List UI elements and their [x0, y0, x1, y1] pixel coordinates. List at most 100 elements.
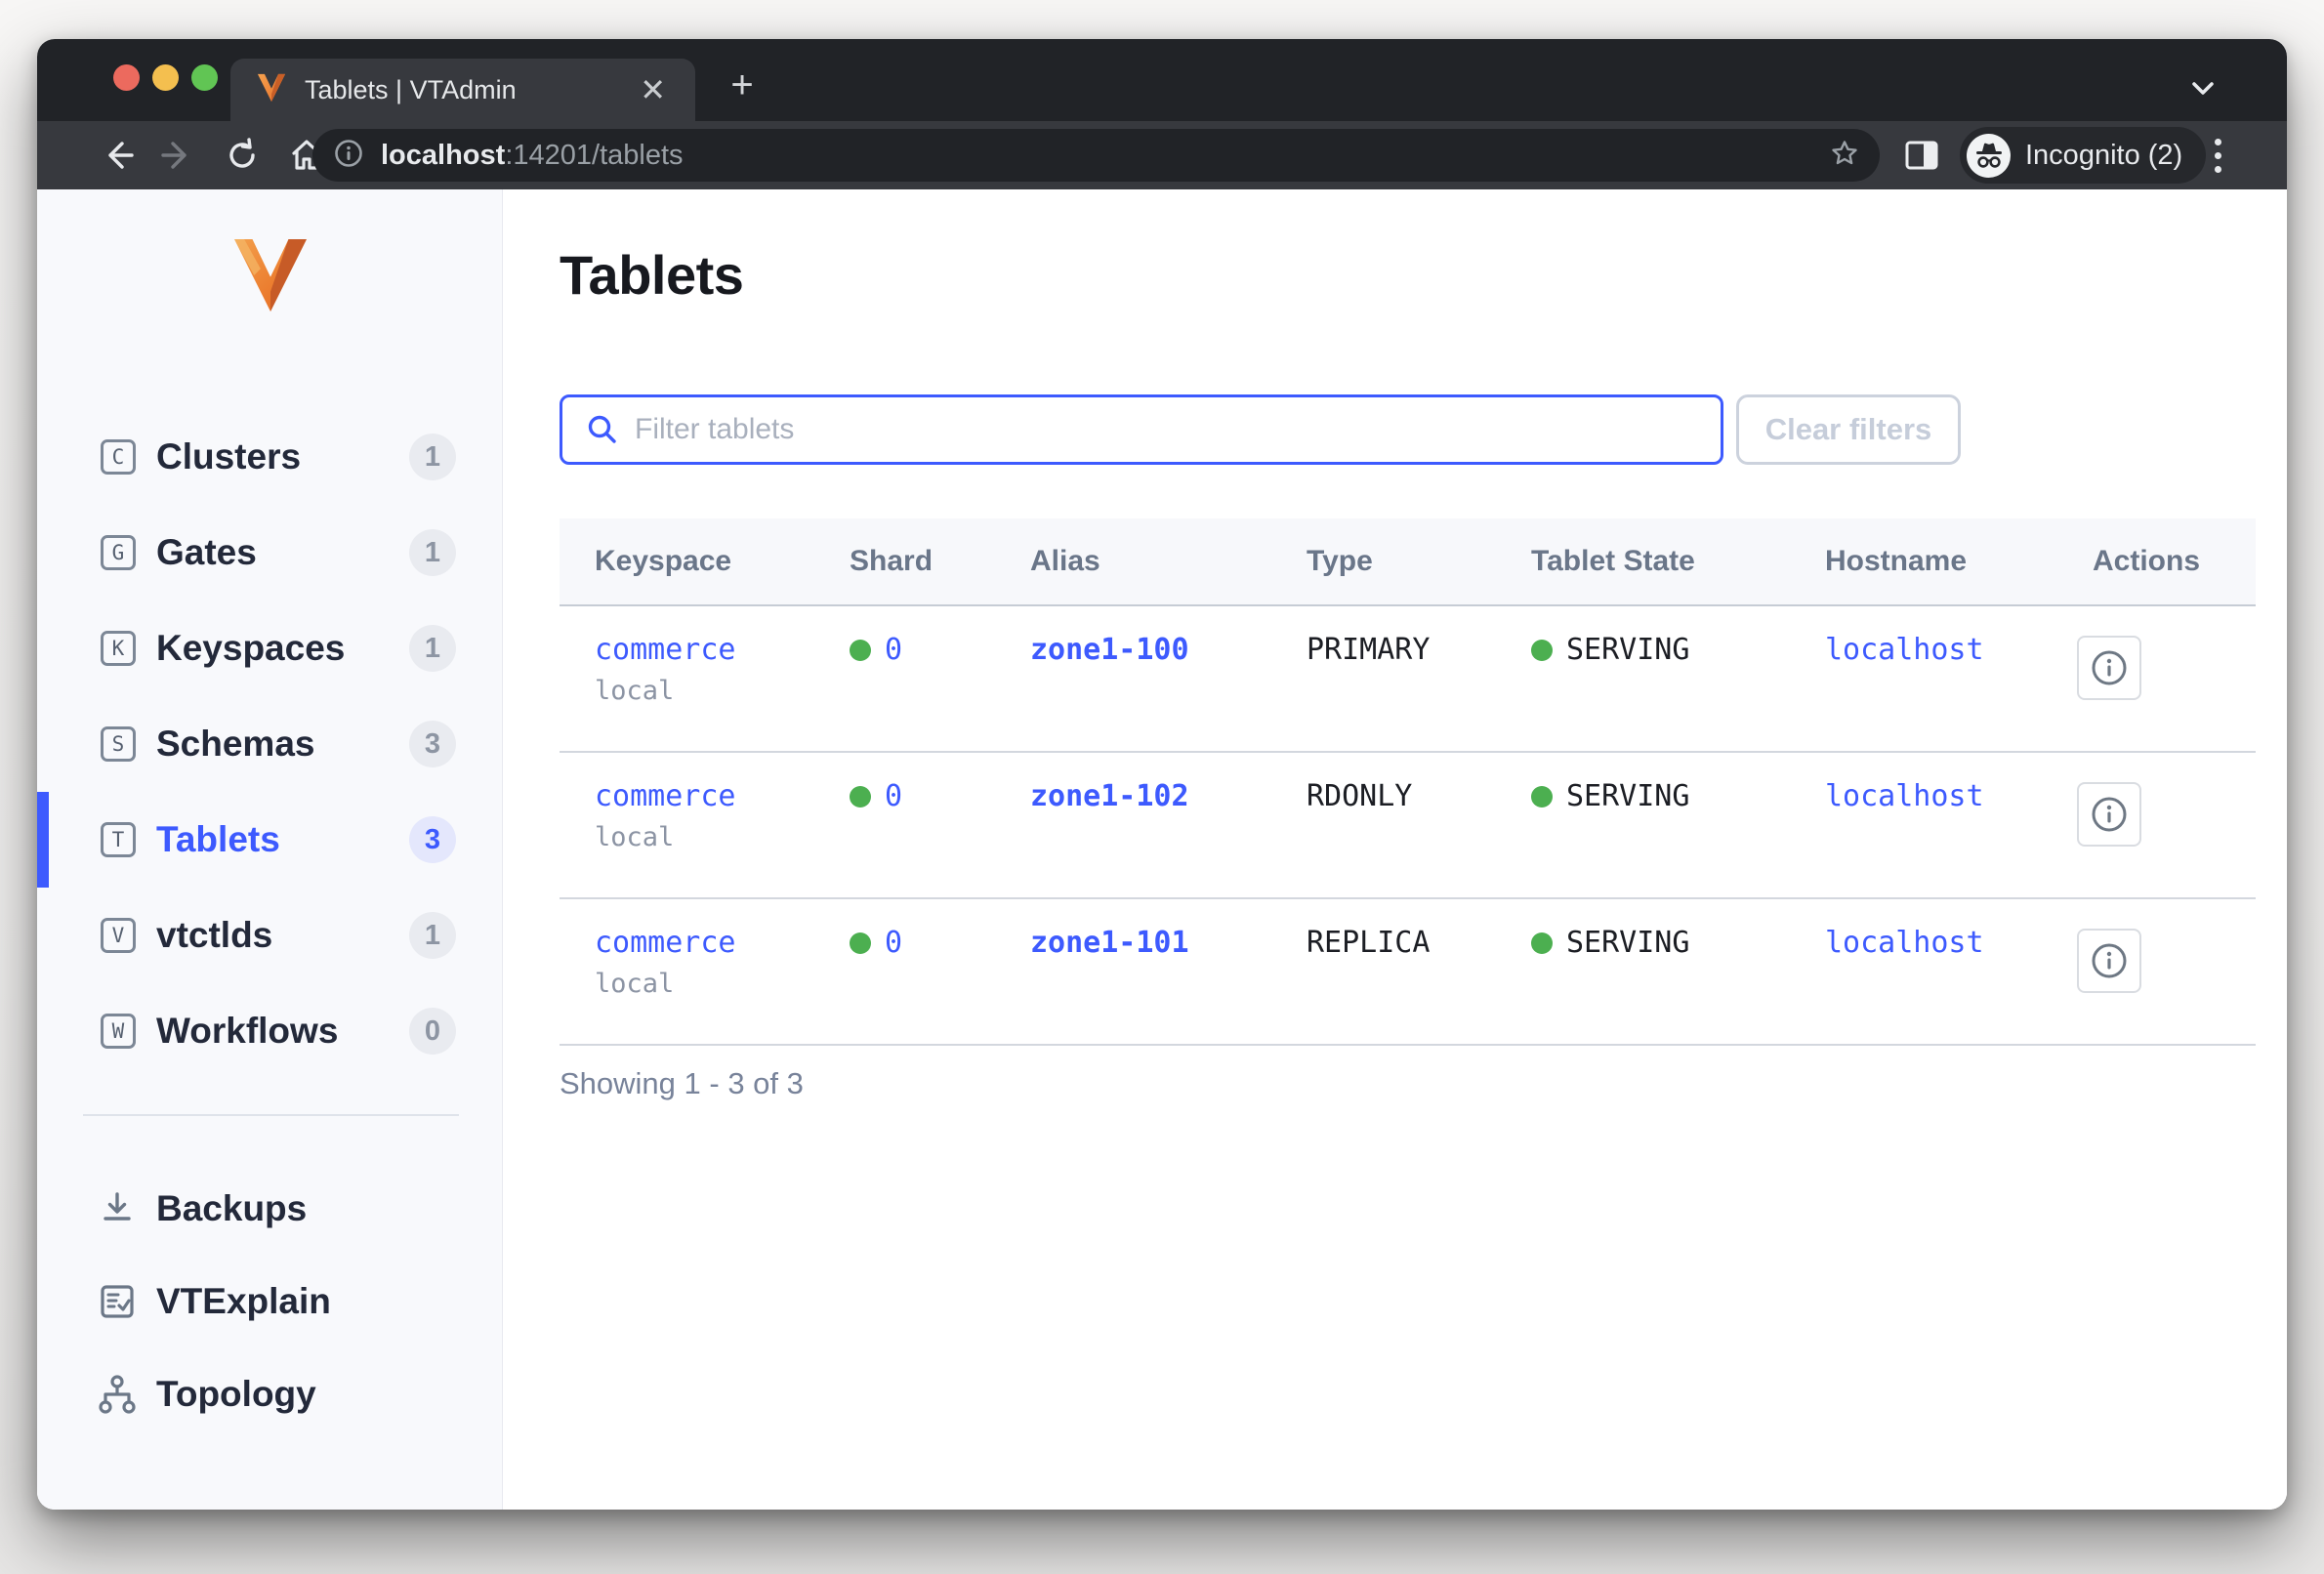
tab-bar: Tablets | VTAdmin ✕ +	[37, 39, 2287, 121]
count-badge: 1	[409, 434, 456, 480]
shard-link[interactable]: 0	[885, 926, 903, 960]
browser-window: Tablets | VTAdmin ✕ + localhost:14201/ta…	[37, 39, 2287, 1510]
column-header-type: Type	[1307, 545, 1373, 577]
tablet-state: SERVING	[1566, 633, 1690, 667]
reload-icon[interactable]	[221, 134, 264, 177]
serving-status-dot	[1531, 639, 1553, 661]
site-info-icon[interactable]	[334, 139, 363, 173]
zoom-window-button[interactable]	[191, 64, 218, 91]
incognito-icon	[1967, 133, 2011, 178]
shard-link[interactable]: 0	[885, 779, 903, 813]
tablet-alias-link[interactable]: zone1-101	[1030, 926, 1189, 960]
tablet-type: PRIMARY	[1307, 633, 1431, 667]
sidebar-item-vtexplain[interactable]: VTExplain	[37, 1255, 502, 1347]
sidebar-item-keyspaces[interactable]: K Keyspaces 1	[37, 601, 502, 696]
url-path: :14201/tablets	[505, 139, 684, 171]
cluster-name: local	[595, 676, 675, 706]
url-text: localhost:14201/tablets	[381, 140, 1829, 172]
tablet-type: REPLICA	[1307, 926, 1431, 960]
hostname-link[interactable]: localhost	[1825, 926, 1984, 960]
sidebar-item-topology[interactable]: Topology	[37, 1347, 502, 1440]
table-header: Keyspace Shard Alias Type Tablet State H…	[560, 518, 2256, 606]
browser-tab[interactable]: Tablets | VTAdmin ✕	[230, 59, 695, 121]
keyspaces-letter-icon: K	[101, 631, 136, 666]
column-header-alias: Alias	[1030, 545, 1100, 577]
tab-close-icon[interactable]: ✕	[640, 72, 666, 107]
close-window-button[interactable]	[113, 64, 140, 91]
results-count: Showing 1 - 3 of 3	[560, 1066, 804, 1100]
minimize-window-button[interactable]	[152, 64, 179, 91]
tablet-info-button[interactable]	[2077, 636, 2141, 700]
topology-icon	[96, 1373, 139, 1416]
vitess-logo	[229, 235, 311, 320]
sidebar-nav: C Clusters 1 G Gates 1 K Keyspaces 1 S S…	[37, 409, 502, 1079]
incognito-badge[interactable]: Incognito (2)	[1960, 127, 2207, 184]
serving-status-dot	[1531, 785, 1553, 808]
shard-status-dot	[850, 785, 871, 808]
column-header-hostname: Hostname	[1825, 545, 1968, 577]
sidebar-item-clusters[interactable]: C Clusters 1	[37, 409, 502, 505]
shard-link[interactable]: 0	[885, 633, 903, 667]
page-content: C Clusters 1 G Gates 1 K Keyspaces 1 S S…	[37, 189, 2287, 1510]
tablets-table: Keyspace Shard Alias Type Tablet State H…	[560, 518, 2256, 1046]
table-row: commerce local 0 zone1-102 RDONLY SERVING…	[560, 753, 2256, 899]
count-badge: 0	[409, 1008, 456, 1055]
clear-filters-button[interactable]: Clear filters	[1736, 394, 1961, 465]
document-check-icon	[96, 1280, 139, 1323]
keyspace-link[interactable]: commerce	[595, 779, 736, 813]
clusters-letter-icon: C	[101, 439, 136, 475]
bookmark-star-icon[interactable]	[1829, 138, 1860, 174]
url-host: localhost	[381, 139, 506, 171]
tablets-letter-icon: T	[101, 822, 136, 857]
table-row: commerce local 0 zone1-101 REPLICA SERVIN…	[560, 899, 2256, 1046]
sidebar-item-tablets[interactable]: T Tablets 3	[37, 792, 502, 888]
tablet-state: SERVING	[1566, 779, 1690, 813]
sidebar-item-backups[interactable]: Backups	[37, 1162, 502, 1255]
tablet-alias-link[interactable]: zone1-102	[1030, 779, 1189, 813]
tablet-info-button[interactable]	[2077, 929, 2141, 993]
schemas-letter-icon: S	[101, 726, 136, 762]
vitess-favicon	[256, 72, 287, 108]
shard-status-dot	[850, 932, 871, 954]
forward-icon[interactable]	[156, 134, 199, 177]
cluster-name: local	[595, 969, 675, 999]
download-icon	[96, 1187, 139, 1230]
cluster-name: local	[595, 822, 675, 852]
tab-title: Tablets | VTAdmin	[305, 74, 517, 104]
window-controls	[113, 64, 218, 91]
sidebar-item-schemas[interactable]: S Schemas 3	[37, 696, 502, 792]
keyspace-link[interactable]: commerce	[595, 633, 736, 667]
column-header-tablet-state: Tablet State	[1531, 545, 1695, 577]
serving-status-dot	[1531, 932, 1553, 954]
column-header-keyspace: Keyspace	[595, 545, 732, 577]
count-badge: 1	[409, 912, 456, 959]
count-badge: 1	[409, 529, 456, 576]
filter-tablets-input[interactable]	[560, 394, 1723, 465]
keyspace-link[interactable]: commerce	[595, 926, 736, 960]
address-bar[interactable]: localhost:14201/tablets	[312, 129, 1880, 182]
vtctlds-letter-icon: V	[101, 918, 136, 953]
count-badge: 1	[409, 625, 456, 672]
back-icon[interactable]	[96, 134, 139, 177]
side-panel-icon[interactable]	[1900, 134, 1943, 177]
browser-toolbar: localhost:14201/tablets Incognito (2)	[37, 121, 2287, 189]
hostname-link[interactable]: localhost	[1825, 779, 1984, 813]
count-badge: 3	[409, 816, 456, 863]
sidebar-divider	[83, 1114, 459, 1116]
sidebar: C Clusters 1 G Gates 1 K Keyspaces 1 S S…	[37, 189, 503, 1510]
sidebar-item-workflows[interactable]: W Workflows 0	[37, 983, 502, 1079]
page-title: Tablets	[560, 244, 744, 306]
sidebar-utility-nav: Backups VTExplain Topology	[37, 1162, 502, 1440]
table-row: commerce local 0 zone1-100 PRIMARY SERVIN…	[560, 606, 2256, 753]
sidebar-item-gates[interactable]: G Gates 1	[37, 505, 502, 601]
column-header-actions: Actions	[2093, 545, 2201, 577]
shard-status-dot	[850, 639, 871, 661]
tablet-type: RDONLY	[1307, 779, 1413, 813]
tablet-info-button[interactable]	[2077, 782, 2141, 847]
hostname-link[interactable]: localhost	[1825, 633, 1984, 667]
sidebar-item-vtctlds[interactable]: V vtctlds 1	[37, 888, 502, 983]
tab-search-chevron-icon[interactable]	[2181, 68, 2224, 107]
new-tab-button[interactable]: +	[730, 63, 754, 106]
browser-menu-icon[interactable]	[2196, 134, 2239, 177]
tablet-alias-link[interactable]: zone1-100	[1030, 633, 1189, 667]
